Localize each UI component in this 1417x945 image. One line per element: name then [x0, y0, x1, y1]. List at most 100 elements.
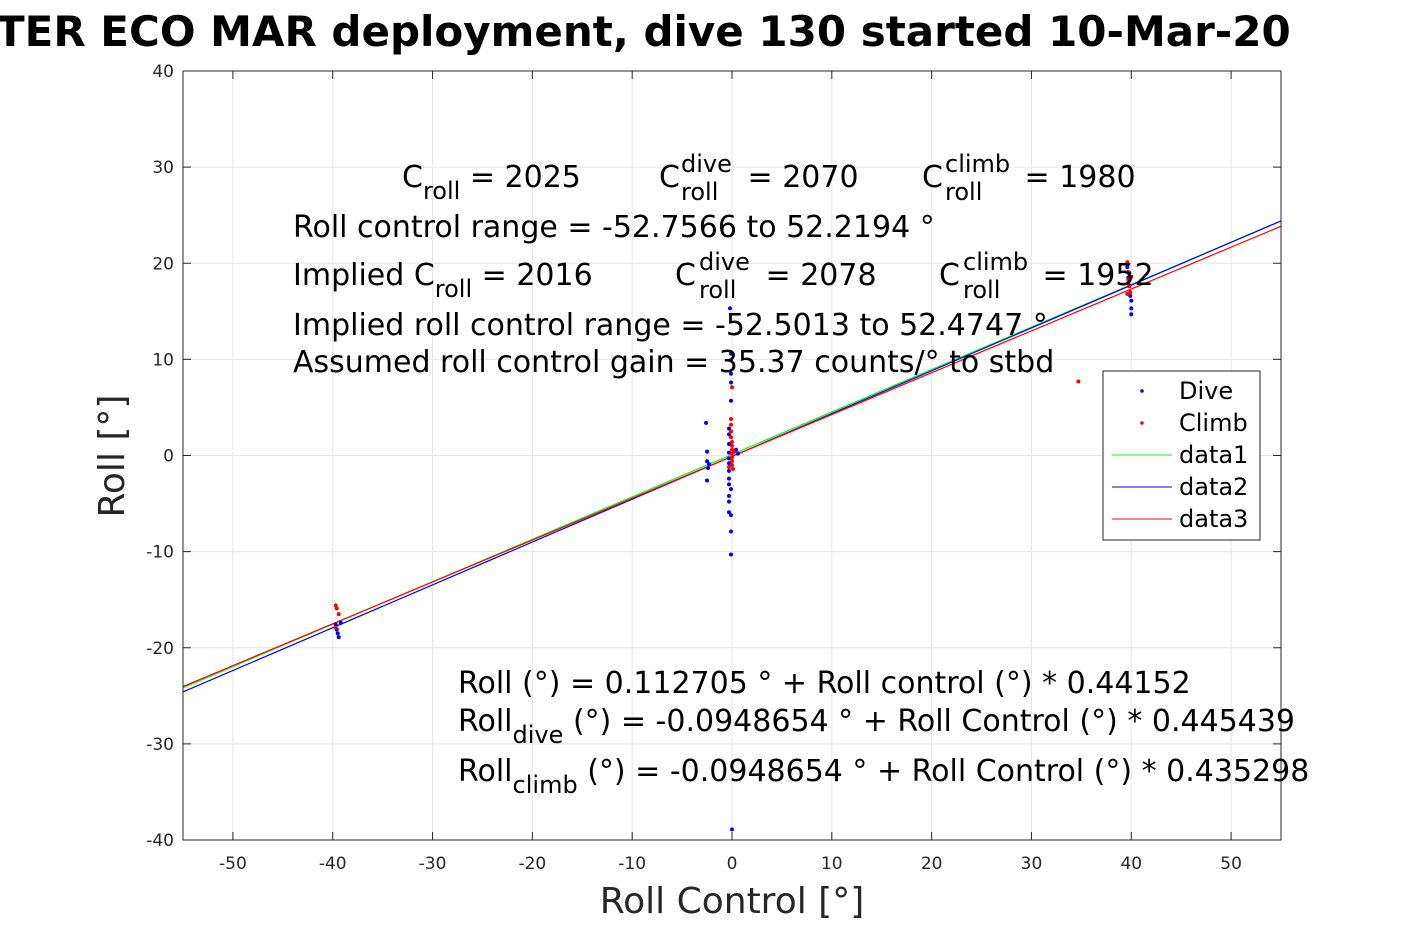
- x-tick-label: 50: [1220, 854, 1242, 874]
- dive-point: [727, 461, 732, 466]
- climb-point: [727, 465, 732, 470]
- dive-point: [335, 631, 340, 636]
- climb-point: [730, 443, 734, 448]
- climb-point: [1126, 269, 1131, 274]
- dive-point: [1129, 298, 1134, 303]
- dive-point: [727, 476, 732, 481]
- x-tick-label: 30: [1021, 854, 1043, 874]
- climb-point: [333, 625, 338, 630]
- climb-point: [730, 463, 734, 468]
- x-tick-label: 40: [1120, 854, 1142, 874]
- annotation-fit-climb: Rollclimb (°) = -0.0948654 ° + Roll Cont…: [458, 754, 1309, 799]
- y-tick-label: 10: [152, 350, 174, 370]
- y-tick-label: -30: [146, 735, 174, 755]
- dive-point: [729, 513, 734, 518]
- climb-point: [1127, 284, 1132, 289]
- legend-label-data1: data1: [1179, 441, 1248, 469]
- climb-point: [1126, 277, 1131, 282]
- dive-point: [727, 432, 732, 437]
- climb-point: [729, 416, 734, 421]
- dive-point: [336, 635, 341, 640]
- y-tick-label: -40: [146, 831, 174, 851]
- annotation-c-roll: Croll = 2025: [402, 160, 581, 205]
- dive-point: [705, 449, 710, 454]
- dive-point: [727, 468, 732, 473]
- dive-point: [729, 487, 734, 492]
- climb-point: [1125, 260, 1130, 265]
- annotation-assumed-gain: Assumed roll control gain = 35.37 counts…: [293, 345, 1054, 380]
- climb-point: [731, 449, 736, 454]
- dive-point: [705, 478, 710, 483]
- legend-label-data3: data3: [1179, 505, 1248, 533]
- y-tick-label: 40: [152, 62, 174, 82]
- y-tick-label: -10: [146, 543, 174, 563]
- climb-point: [730, 440, 734, 445]
- dive-point: [730, 827, 734, 832]
- annotation-c-roll-climb: Cclimb roll = 1980: [922, 150, 1136, 206]
- legend: Dive Climb data1 data2 data3: [1102, 370, 1261, 541]
- dive-point: [706, 465, 711, 470]
- annotation-implied-c-roll: Implied Croll = 2016: [293, 258, 593, 303]
- dive-point: [729, 380, 734, 385]
- legend-label-climb: Climb: [1179, 409, 1248, 437]
- dive-point: [735, 451, 740, 456]
- dive-point: [1129, 312, 1134, 317]
- legend-label-dive: Dive: [1179, 377, 1233, 405]
- climb-point: [1125, 292, 1130, 297]
- annotation-roll-control-range: Roll control range = -52.7566 to 52.2194…: [293, 210, 935, 245]
- dive-point: [1128, 293, 1133, 298]
- dive-point: [338, 620, 343, 625]
- legend-label-data2: data2: [1179, 473, 1248, 501]
- dive-point: [727, 441, 732, 446]
- climb-point: [334, 606, 339, 611]
- dive-point: [729, 552, 734, 557]
- dive-point: [727, 493, 732, 498]
- dive-point: [727, 426, 732, 431]
- x-tick-label: -20: [518, 854, 546, 874]
- x-tick-label: -40: [319, 854, 347, 874]
- climb-point: [1076, 379, 1081, 384]
- climb-point: [730, 459, 734, 464]
- dive-point: [707, 462, 712, 467]
- dive-point: [704, 420, 709, 425]
- climb-point: [729, 422, 734, 427]
- dive-point: [728, 306, 733, 311]
- dive-point: [727, 482, 732, 487]
- annotation-implied-range: Implied roll control range = -52.5013 to…: [293, 308, 1048, 343]
- y-axis-label: Roll [°]: [92, 395, 133, 518]
- data-points: [333, 260, 1134, 832]
- annotation-fit-all: Roll (°) = 0.112705 ° + Roll control (°)…: [458, 666, 1191, 701]
- legend-marker-dive: [1140, 389, 1144, 393]
- x-axis-label: Roll Control [°]: [600, 881, 865, 922]
- dive-point: [729, 529, 734, 534]
- y-tick-label: 20: [152, 254, 174, 274]
- climb-point: [1128, 290, 1133, 295]
- y-tick-label: 0: [163, 447, 174, 467]
- climb-point: [730, 385, 734, 390]
- climb-point: [1129, 274, 1134, 279]
- dive-point: [729, 398, 734, 403]
- x-tick-label: -30: [419, 854, 447, 874]
- climb-point: [729, 429, 734, 434]
- dive-point: [729, 358, 734, 363]
- dive-point: [1129, 306, 1134, 311]
- ticks: -50 -40 -30 -20 -10 0 10 20 30 40 50 -40 -30 -20 -10 0 1…: [146, 62, 1281, 874]
- climb-point: [336, 612, 341, 617]
- climb-point: [730, 466, 735, 471]
- dive-point: [727, 510, 732, 515]
- x-tick-label: -10: [618, 854, 646, 874]
- x-tick-label: 0: [727, 854, 738, 874]
- x-tick-label: 10: [821, 854, 843, 874]
- y-tick-label: 30: [152, 158, 174, 178]
- annotation-c-roll-dive: Cdive roll = 2070: [659, 150, 859, 206]
- dive-point: [705, 459, 710, 464]
- x-tick-label: -50: [219, 854, 247, 874]
- y-tick-label: -20: [146, 639, 174, 659]
- dive-point: [333, 622, 338, 627]
- climb-point: [729, 435, 734, 440]
- legend-marker-climb: [1140, 421, 1144, 425]
- dive-point: [727, 499, 732, 504]
